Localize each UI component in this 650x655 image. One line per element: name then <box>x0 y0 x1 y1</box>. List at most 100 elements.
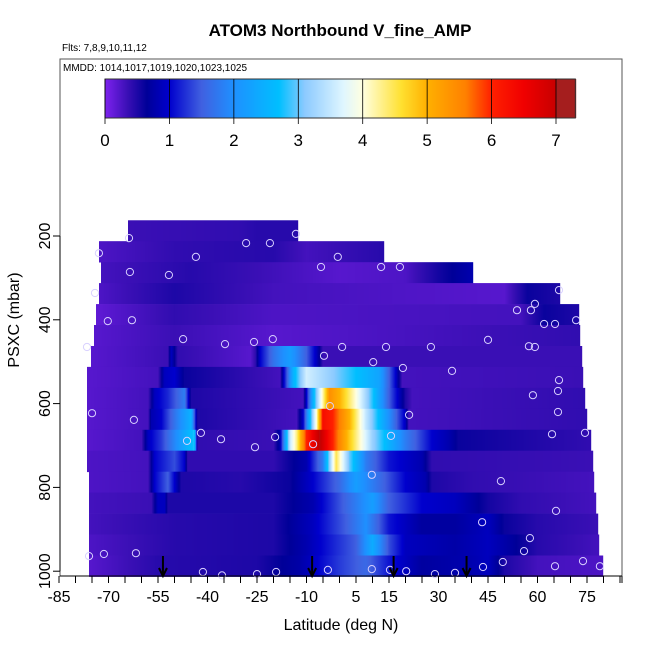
heatmap-cell <box>104 262 106 284</box>
heatmap-cell <box>350 408 352 431</box>
heatmap-cell <box>304 241 306 263</box>
heatmap-cell <box>158 304 160 326</box>
heatmap-cell <box>113 283 115 305</box>
heatmap-cell <box>412 325 414 347</box>
heatmap-cell <box>134 366 136 389</box>
heatmap-cell <box>386 283 388 305</box>
heatmap-cell <box>404 408 406 431</box>
heatmap-cell <box>401 283 403 305</box>
heatmap-cell <box>322 450 324 473</box>
heatmap-cell <box>233 366 235 389</box>
heatmap-cell <box>337 262 339 284</box>
heatmap-cell <box>242 283 244 305</box>
heatmap-cell <box>195 262 197 284</box>
heatmap-cell <box>403 408 405 431</box>
heatmap-cell <box>492 429 494 452</box>
heatmap-cell <box>151 304 153 326</box>
heatmap-cell <box>272 387 274 410</box>
heatmap-cell <box>388 262 390 284</box>
heatmap-cell <box>131 304 133 326</box>
heatmap-cell <box>282 346 284 368</box>
heatmap-cell <box>188 366 190 389</box>
heatmap-cell <box>150 366 152 389</box>
heatmap-cell <box>539 304 541 326</box>
heatmap-cell <box>306 283 308 305</box>
heatmap-cell <box>205 408 207 431</box>
heatmap-cell <box>354 325 356 347</box>
heatmap-cell <box>270 408 272 431</box>
heatmap-cell <box>551 346 553 368</box>
heatmap-cell <box>382 241 384 263</box>
heatmap-cell <box>406 346 408 368</box>
heatmap-cell <box>210 346 212 368</box>
heatmap-cell <box>192 262 194 284</box>
heatmap-cell <box>216 262 218 284</box>
heatmap-cell <box>421 408 423 431</box>
heatmap-cell <box>300 366 302 389</box>
heatmap-cell <box>487 283 489 305</box>
heatmap-cell <box>334 366 336 389</box>
heatmap-cell <box>259 220 261 242</box>
heatmap-cell <box>525 283 527 305</box>
heatmap-cell <box>525 408 527 431</box>
heatmap-cell <box>161 241 163 263</box>
heatmap-cell <box>403 304 405 326</box>
heatmap-cell <box>331 304 333 326</box>
heatmap-cell <box>457 387 459 410</box>
heatmap-cell <box>134 241 136 263</box>
heatmap-cell <box>183 241 185 263</box>
heatmap-cell <box>212 220 214 242</box>
heatmap-cell <box>376 325 378 347</box>
heatmap-cell <box>374 346 376 368</box>
heatmap-cell <box>571 346 573 368</box>
heatmap-cell <box>186 325 188 347</box>
heatmap-cell <box>301 366 303 389</box>
heatmap-cell <box>175 262 177 284</box>
heatmap-cell <box>590 429 592 452</box>
heatmap-cell <box>342 366 344 389</box>
heatmap-cell <box>412 262 414 284</box>
heatmap-cell <box>455 262 457 284</box>
heatmap-cell <box>144 241 146 263</box>
heatmap-cell <box>515 346 517 368</box>
heatmap-cell <box>510 325 512 347</box>
heatmap-cell <box>569 429 571 452</box>
heatmap-cell <box>411 387 413 410</box>
heatmap-cell <box>147 408 149 431</box>
heatmap-cell <box>376 408 378 431</box>
heatmap-cell <box>236 346 238 368</box>
heatmap-cell <box>471 346 473 368</box>
heatmap-cell <box>391 366 393 389</box>
heatmap-cell <box>160 450 162 473</box>
heatmap-cell <box>416 283 418 305</box>
heatmap-cell <box>157 304 159 326</box>
heatmap-cell <box>522 387 524 410</box>
heatmap-cell <box>315 325 317 347</box>
heatmap-cell <box>196 304 198 326</box>
heatmap-cell <box>185 283 187 305</box>
heatmap-cell <box>553 283 555 305</box>
heatmap-cell <box>431 366 433 389</box>
heatmap-cell <box>258 241 260 263</box>
heatmap-cell <box>249 220 251 242</box>
heatmap-cell <box>450 408 452 431</box>
heatmap-cell <box>492 387 494 410</box>
heatmap-cell <box>255 429 257 452</box>
heatmap-cell <box>555 304 557 326</box>
heatmap-cell <box>203 283 205 305</box>
heatmap-cell <box>315 450 317 473</box>
heatmap-cell <box>417 304 419 326</box>
heatmap-cell <box>275 366 277 389</box>
heatmap-cell <box>442 304 444 326</box>
heatmap-cell <box>262 429 264 452</box>
heatmap-cell <box>164 450 166 473</box>
heatmap-cell <box>213 241 215 263</box>
heatmap-cell <box>291 283 293 305</box>
heatmap-cell <box>281 366 283 389</box>
heatmap-cell <box>287 429 289 452</box>
heatmap-cell <box>339 325 341 347</box>
heatmap-cell <box>123 262 125 284</box>
heatmap-cell <box>317 325 319 347</box>
heatmap-cell <box>520 346 522 368</box>
heatmap-cell <box>176 387 178 410</box>
